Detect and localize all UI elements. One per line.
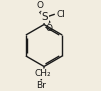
Text: CH₂: CH₂ (35, 69, 52, 78)
Text: Cl: Cl (57, 10, 65, 19)
Text: Br: Br (36, 81, 46, 90)
Text: S: S (42, 12, 48, 22)
Text: O: O (37, 1, 44, 10)
Text: O: O (46, 24, 53, 33)
